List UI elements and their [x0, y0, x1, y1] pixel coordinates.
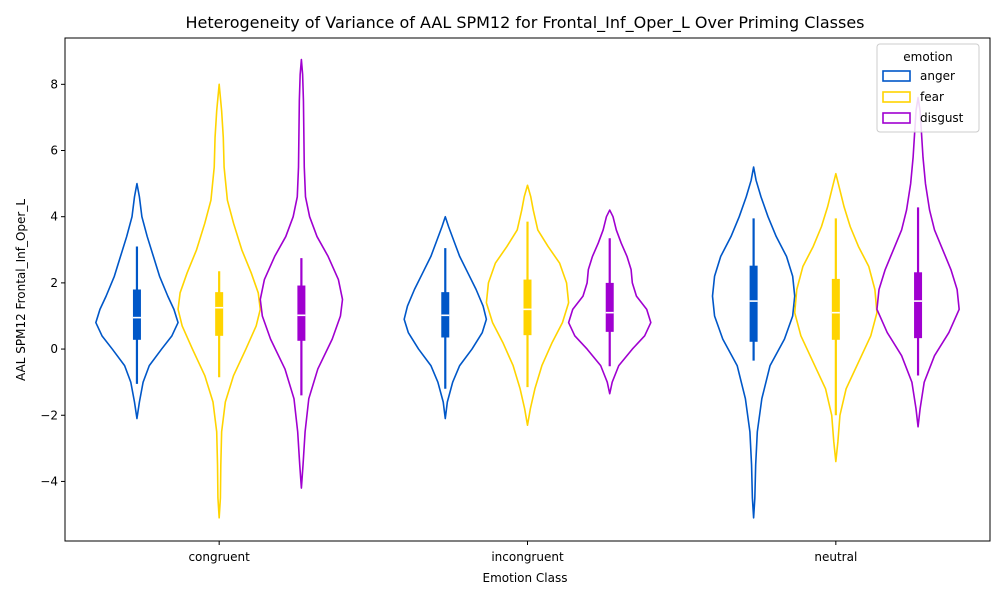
y-tick-label: −2 [40, 408, 58, 422]
violin-iqr-box [831, 278, 840, 340]
legend-frame [876, 43, 980, 133]
violin-anger-neutral [711, 166, 796, 519]
violin-iqr-box [749, 265, 758, 342]
x-tick-label-congruent: congruent [188, 550, 250, 564]
y-tick-label: 8 [50, 77, 58, 91]
legend-label-disgust: disgust [920, 111, 964, 125]
x-tick-label-neutral: neutral [814, 550, 857, 564]
violin-anger-incongruent [403, 215, 488, 420]
violin-iqr-box [215, 292, 224, 336]
legend-title: emotion [903, 50, 952, 64]
x-axis-label: Emotion Class [483, 571, 568, 585]
violin-body [793, 172, 878, 463]
violin-disgust-incongruent [567, 209, 652, 395]
y-tick-label: 4 [50, 210, 58, 224]
plot-area [64, 37, 991, 542]
x-tick-label-incongruent: incongruent [491, 550, 564, 564]
violin-disgust-congruent [259, 58, 344, 489]
violin-iqr-box [132, 289, 141, 340]
chart-title: Heterogeneity of Variance of AAL SPM12 f… [186, 13, 865, 33]
violin-fear-neutral [793, 172, 878, 463]
violin-body [259, 58, 344, 489]
legend-swatch-disgust [882, 112, 911, 124]
violin-anger-congruent [95, 182, 179, 420]
x-axis: congruent incongruent neutral [188, 541, 857, 564]
violin-iqr-box [914, 272, 923, 339]
violin-body [567, 209, 652, 395]
y-axis-label: AAL SPM12 Frontal_Inf_Oper_L [14, 199, 28, 381]
legend: emotion anger fear disgust [876, 43, 980, 133]
violin-iqr-box [605, 282, 614, 332]
violin-disgust-neutral [876, 96, 960, 428]
y-tick-label: −4 [40, 474, 58, 488]
violin-body [485, 184, 570, 426]
y-tick-label: 0 [50, 342, 58, 356]
violin-fear-incongruent [485, 184, 570, 426]
violin-body [403, 215, 488, 420]
legend-label-anger: anger [920, 69, 955, 83]
violin-iqr-box [297, 285, 306, 341]
y-tick-label: 6 [50, 144, 58, 158]
legend-swatch-fear [882, 91, 911, 103]
violin-body [95, 182, 179, 420]
y-axis: −4 −2 0 2 4 6 8 [40, 77, 65, 488]
violin-body [177, 83, 262, 519]
legend-label-fear: fear [920, 90, 944, 104]
violin-iqr-box [523, 279, 532, 336]
violin-fear-congruent [177, 83, 262, 519]
violin-body [711, 166, 796, 519]
legend-swatch-anger [882, 70, 911, 82]
y-tick-label: 2 [50, 276, 58, 290]
